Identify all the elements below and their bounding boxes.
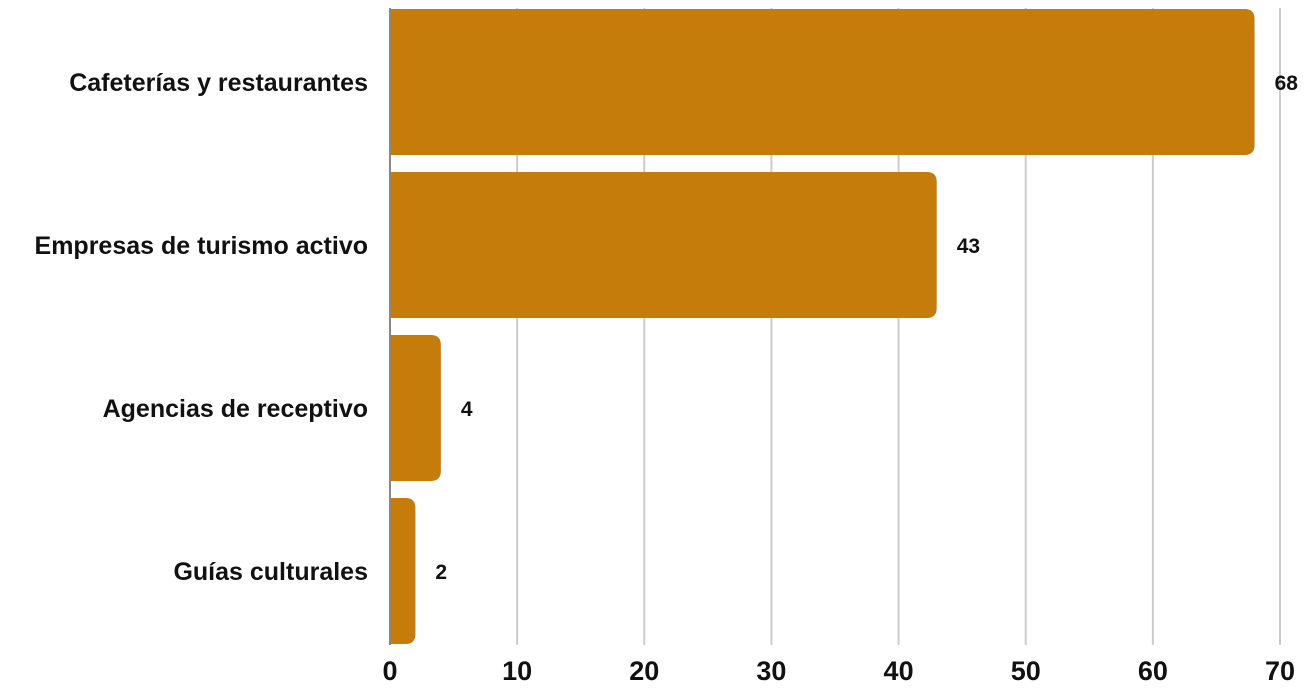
bar-1: [390, 172, 937, 318]
bar-2: [390, 335, 441, 481]
value-label-0: 68: [1275, 72, 1299, 95]
category-label-3: Guías culturales: [173, 558, 368, 586]
x-tick-label-60: 60: [1138, 656, 1168, 686]
x-tick-label-50: 50: [1011, 656, 1041, 686]
x-tick-label-10: 10: [502, 656, 532, 686]
value-label-2: 4: [461, 398, 473, 421]
category-label-2: Agencias de receptivo: [103, 395, 368, 423]
x-tick-label-0: 0: [382, 656, 397, 686]
bar-0: [390, 9, 1255, 155]
x-tick-label-30: 30: [756, 656, 786, 686]
bar-3: [390, 498, 416, 644]
category-label-0: Cafeterías y restaurantes: [69, 69, 368, 97]
value-label-1: 43: [957, 235, 980, 258]
bars: [390, 9, 1255, 644]
x-tick-label-20: 20: [629, 656, 659, 686]
value-label-3: 2: [435, 561, 447, 584]
x-tick-label-40: 40: [884, 656, 914, 686]
x-tick-label-70: 70: [1265, 656, 1295, 686]
labels: 0 10 20 30 40 50 60 70 Cafeterías y restaurantes…: [35, 69, 1299, 686]
category-label-1: Empresas de turismo activo: [35, 232, 368, 260]
